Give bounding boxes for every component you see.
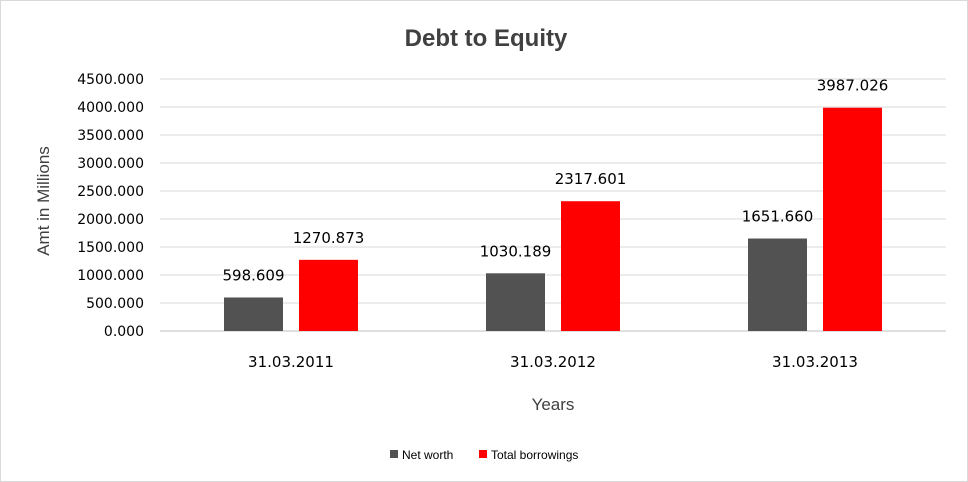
x-tick-label: 31.03.2013 [772,353,858,371]
legend-swatch-net-worth [390,450,398,458]
y-axis-ticks: 0.000 500.000 1000.000 1500.000 2000.000 2500… [77,72,144,340]
y-axis-title: Amt in Millions [34,146,53,256]
bars [224,107,882,331]
bar-net-worth [224,297,283,331]
x-axis-title: Years [532,395,575,414]
data-labels: 598.609 1270.873 1030.189 2317.601 1651.660 3… [222,77,888,285]
y-tick-label: 500.000 [86,296,144,312]
y-tick-label: 1000.000 [77,268,144,284]
y-tick-label: 2500.000 [77,184,144,200]
y-tick-label: 3500.000 [77,128,144,144]
bar-net-worth [748,238,807,331]
y-tick-label: 4000.000 [77,100,144,116]
chart-title: Debt to Equity [405,25,568,52]
gridlines [160,78,946,332]
x-axis-ticks: 31.03.2011 31.03.2012 31.03.2013 [248,353,858,371]
legend-swatch-total-borrowings [479,450,487,458]
data-label: 1030.189 [480,242,552,260]
data-label: 3987.026 [817,77,889,95]
y-tick-label: 3000.000 [77,156,144,172]
data-label: 1270.873 [293,229,365,247]
bar-total-borrowings [823,107,882,331]
y-tick-label: 4500.000 [77,72,144,88]
x-tick-label: 31.03.2011 [248,353,334,371]
bar-total-borrowings [299,259,358,331]
x-tick-label: 31.03.2012 [510,353,596,371]
y-tick-label: 0.000 [104,324,144,340]
data-label: 1651.660 [742,208,814,226]
y-tick-label: 1500.000 [77,240,144,256]
legend: Net worth Total borrowings [390,448,578,462]
y-tick-label: 2000.000 [77,212,144,228]
data-label: 598.609 [222,266,284,284]
data-label: 2317.601 [555,170,627,188]
legend-label-net-worth: Net worth [402,448,453,462]
bar-net-worth [486,273,545,331]
bar-total-borrowings [561,201,620,331]
legend-label-total-borrowings: Total borrowings [491,448,578,462]
